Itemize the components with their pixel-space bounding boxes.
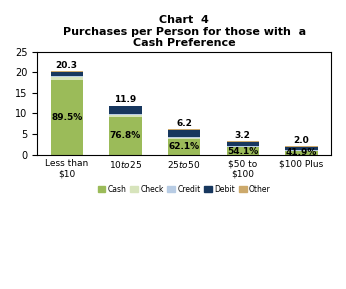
Bar: [168, 129, 200, 137]
Bar: [168, 138, 200, 139]
Text: 6.2: 6.2: [176, 118, 192, 128]
Bar: [109, 105, 142, 106]
Text: 54.1%: 54.1%: [227, 147, 258, 155]
Bar: [227, 146, 259, 147]
Bar: [109, 106, 142, 114]
Text: 2.0: 2.0: [294, 136, 309, 145]
Legend: Cash, Check, Credit, Debit, Other: Cash, Check, Credit, Debit, Other: [94, 182, 274, 197]
Title: Chart  4
Purchases per Person for those with  a
Cash Preference: Chart 4 Purchases per Person for those w…: [63, 15, 306, 48]
Bar: [51, 77, 83, 80]
Bar: [51, 80, 83, 155]
Bar: [51, 72, 83, 76]
Text: 20.3: 20.3: [56, 61, 78, 70]
Bar: [168, 137, 200, 138]
Bar: [227, 142, 259, 146]
Bar: [285, 150, 318, 151]
Bar: [285, 147, 318, 150]
Bar: [168, 139, 200, 155]
Text: 11.9: 11.9: [114, 95, 137, 104]
Bar: [227, 147, 259, 155]
Text: 41.9%: 41.9%: [286, 148, 317, 157]
Bar: [109, 117, 142, 155]
Bar: [109, 115, 142, 117]
Bar: [285, 151, 318, 155]
Bar: [51, 71, 83, 72]
Bar: [109, 114, 142, 115]
Text: 3.2: 3.2: [235, 131, 251, 140]
Text: 62.1%: 62.1%: [169, 142, 200, 151]
Bar: [227, 141, 259, 142]
Text: 89.5%: 89.5%: [51, 113, 82, 122]
Text: 76.8%: 76.8%: [110, 131, 141, 140]
Bar: [51, 76, 83, 77]
